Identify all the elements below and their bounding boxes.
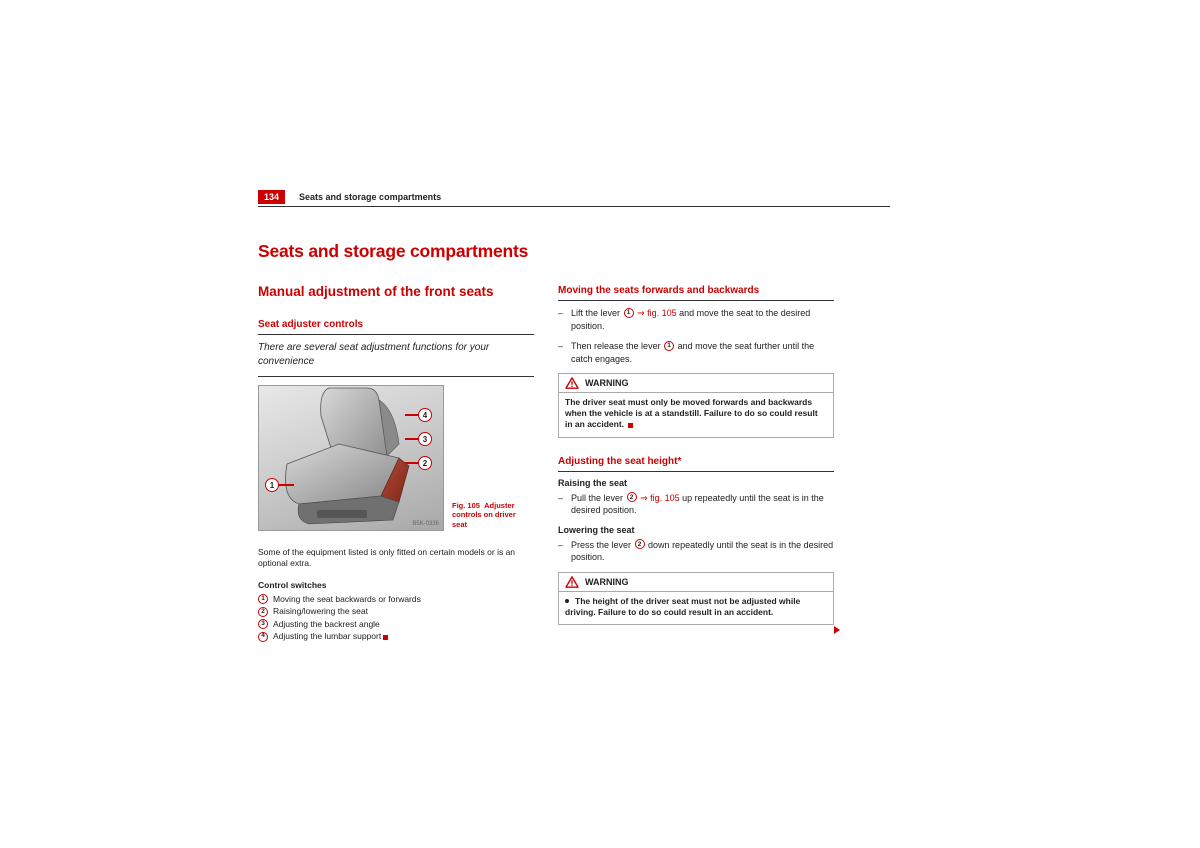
- dash-icon: –: [558, 539, 563, 564]
- raising-seat-title: Raising the seat: [558, 478, 834, 488]
- list-item: 3 Adjusting the backrest angle: [258, 619, 534, 630]
- step-item: – Lift the lever 1 ⇒ fig. 105 and move t…: [558, 307, 834, 332]
- right-column: Moving the seats forwards and backwards …: [558, 241, 834, 644]
- number-circle-icon: 1: [664, 341, 674, 351]
- control-switches-list: 1 Moving the seat backwards or forwards …: [258, 594, 534, 643]
- step-text: Lift the lever 1 ⇒ fig. 105 and move the…: [571, 307, 834, 332]
- number-circle-icon: 4: [258, 632, 268, 642]
- end-marker-icon: [383, 635, 388, 640]
- page-header: 134 Seats and storage compartments: [258, 190, 890, 207]
- step-item: – Pull the lever 2 ⇒ fig. 105 up repeate…: [558, 492, 834, 517]
- end-marker-icon: [628, 423, 633, 428]
- content-columns: Seats and storage compartments Manual ad…: [258, 241, 890, 644]
- subsection-title: Seat adjuster controls: [258, 319, 534, 335]
- warning-box: WARNING The height of the driver seat mu…: [558, 572, 834, 625]
- lowering-seat-title: Lowering the seat: [558, 525, 834, 535]
- step-text: Press the lever 2 down repeatedly until …: [571, 539, 834, 564]
- list-item-text: Adjusting the backrest angle: [273, 619, 380, 630]
- figure-reference: fig. 105: [650, 493, 680, 503]
- list-item-text: Moving the seat backwards or forwards: [273, 594, 421, 605]
- section-title: Manual adjustment of the front seats: [258, 284, 534, 299]
- fig-callout-1: 1: [265, 478, 294, 492]
- warning-text: The height of the driver seat must not b…: [559, 592, 833, 624]
- bullet-icon: [565, 599, 569, 603]
- warning-label: WARNING: [585, 378, 629, 388]
- list-item: 1 Moving the seat backwards or forwards: [258, 594, 534, 605]
- figure-caption: Fig. 105 Adjuster controls on driver sea…: [452, 501, 526, 529]
- fig-callout-2: 2: [405, 456, 432, 470]
- step-text: Then release the lever 1 and move the se…: [571, 340, 834, 365]
- warning-header: WARNING: [559, 374, 833, 393]
- number-circle-icon: 2: [627, 492, 637, 502]
- number-circle-icon: 1: [258, 594, 268, 604]
- moving-seats-steps: – Lift the lever 1 ⇒ fig. 105 and move t…: [558, 307, 834, 365]
- arrow-icon: ⇒: [637, 308, 645, 318]
- warning-triangle-icon: [565, 377, 579, 389]
- number-circle-icon: 2: [258, 607, 268, 617]
- continue-arrow-icon: [834, 626, 840, 634]
- page-number-badge: 134: [258, 190, 285, 204]
- figure-number: Fig. 105: [452, 501, 480, 510]
- dash-icon: –: [558, 492, 563, 517]
- step-text: Pull the lever 2 ⇒ fig. 105 up repeatedl…: [571, 492, 834, 517]
- lowering-seat-steps: – Press the lever 2 down repeatedly unti…: [558, 539, 834, 564]
- equipment-note: Some of the equipment listed is only fit…: [258, 547, 534, 570]
- figure-code: B5K-0336: [412, 521, 439, 527]
- number-circle-icon: 2: [635, 539, 645, 549]
- warning-label: WARNING: [585, 577, 629, 587]
- list-item: 2 Raising/lowering the seat: [258, 606, 534, 617]
- dash-icon: –: [558, 307, 563, 332]
- list-item: 4 Adjusting the lumbar support: [258, 631, 534, 642]
- control-switches-title: Control switches: [258, 580, 534, 590]
- warning-text: The driver seat must only be moved forwa…: [559, 393, 833, 436]
- header-title: Seats and storage compartments: [299, 192, 441, 202]
- arrow-icon: ⇒: [640, 493, 648, 503]
- step-item: – Then release the lever 1 and move the …: [558, 340, 834, 365]
- number-circle-icon: 1: [624, 308, 634, 318]
- intro-text: There are several seat adjustment functi…: [258, 341, 534, 377]
- step-item: – Press the lever 2 down repeatedly unti…: [558, 539, 834, 564]
- moving-seats-title: Moving the seats forwards and backwards: [558, 285, 834, 301]
- fig-callout-3: 3: [405, 432, 432, 446]
- figure-row: 1 2 3 4 B5K-0336 Fig. 105 Adjuster contr…: [258, 385, 534, 531]
- warning-header: WARNING: [559, 573, 833, 592]
- fig-callout-4: 4: [405, 408, 432, 422]
- raising-seat-steps: – Pull the lever 2 ⇒ fig. 105 up repeate…: [558, 492, 834, 517]
- number-circle-icon: 3: [258, 619, 268, 629]
- page: 134 Seats and storage compartments Seats…: [258, 190, 890, 644]
- figure-reference: fig. 105: [647, 308, 677, 318]
- seat-figure: 1 2 3 4 B5K-0336: [258, 385, 444, 531]
- warning-triangle-icon: [565, 576, 579, 588]
- adjusting-height-title: Adjusting the seat height*: [558, 456, 834, 472]
- list-item-text: Raising/lowering the seat: [273, 606, 368, 617]
- list-item-text: Adjusting the lumbar support: [273, 631, 388, 642]
- dash-icon: –: [558, 340, 563, 365]
- left-column: Seats and storage compartments Manual ad…: [258, 241, 534, 644]
- warning-box: WARNING The driver seat must only be mov…: [558, 373, 834, 437]
- chapter-title: Seats and storage compartments: [258, 241, 534, 262]
